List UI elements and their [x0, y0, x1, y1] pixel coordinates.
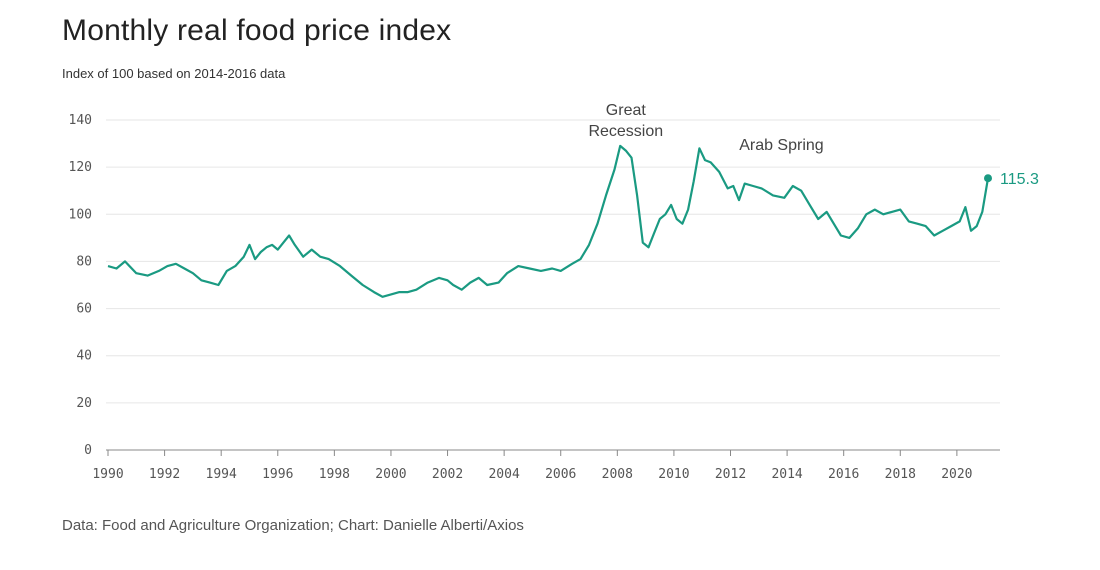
x-tick-label: 1994 — [206, 467, 237, 482]
x-tick-label: 1990 — [92, 467, 123, 482]
x-axis-ticks: 1990 1992 1994 1996 1998 2000 2002 2004 2006 2008… — [92, 467, 972, 482]
x-tick-label: 2008 — [602, 467, 633, 482]
x-tick-label: 2010 — [658, 467, 689, 482]
x-tick-label: 2002 — [432, 467, 463, 482]
annotation-line: Arab Spring — [739, 137, 824, 154]
x-tick-label: 2014 — [771, 467, 802, 482]
x-tick-label: 1992 — [149, 467, 180, 482]
chart-source: Data: Food and Agriculture Organization;… — [62, 517, 524, 534]
x-tick-label: 2004 — [488, 467, 519, 482]
x-tick-label: 2016 — [828, 467, 859, 482]
end-value-label: 115.3 — [1000, 171, 1039, 188]
gridlines — [106, 119, 1000, 404]
chart-title: Monthly real food price index — [62, 14, 452, 47]
x-tick-label: 2020 — [941, 467, 972, 482]
annotation-line: Great — [606, 102, 647, 119]
x-tick-label: 2006 — [545, 467, 576, 482]
x-tick-label: 2012 — [715, 467, 746, 482]
y-tick-label: 60 — [76, 302, 92, 317]
x-tick-label: 1996 — [262, 467, 293, 482]
y-tick-label: 80 — [76, 254, 92, 269]
y-tick-label: 40 — [76, 349, 92, 364]
annotation-line: Recession — [588, 123, 663, 140]
y-tick-label: 100 — [69, 207, 92, 222]
x-tick-label: 1998 — [319, 467, 350, 482]
series: 115.3 — [107, 144, 1039, 298]
end-point-marker — [984, 174, 992, 183]
y-tick-label: 120 — [69, 160, 92, 175]
chart-subtitle: Index of 100 based on 2014-2016 data — [62, 66, 286, 81]
line-chart: 0 20 40 60 80 100 120 140 1990 1992 1994 1996 1998 2… — [69, 102, 1039, 482]
x-tick-label: 2000 — [375, 467, 406, 482]
annotation-label: Great Recession — [588, 102, 663, 140]
annotation-label: Arab Spring — [739, 137, 824, 154]
series-line — [107, 144, 990, 298]
y-tick-label: 140 — [69, 113, 92, 128]
x-tick-label: 2018 — [885, 467, 916, 482]
x-axis — [106, 449, 1000, 456]
y-tick-label: 20 — [76, 396, 92, 411]
y-axis-ticks: 0 20 40 60 80 100 120 140 — [69, 113, 92, 458]
annotations: Great Recession Arab Spring — [588, 102, 823, 154]
y-tick-label: 0 — [84, 443, 92, 458]
